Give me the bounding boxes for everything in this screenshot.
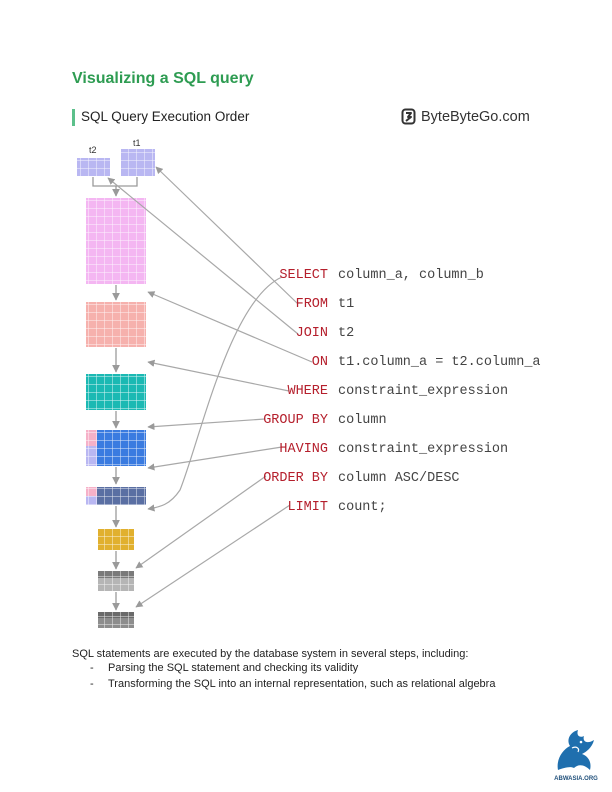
figure-title: SQL Query Execution Order — [81, 109, 250, 124]
connector-order-by — [135, 475, 267, 569]
table-order-by-result — [98, 571, 134, 591]
bullet-list: - Parsing the SQL statement and checking… — [90, 662, 495, 694]
clause-keyword: GROUP BY — [263, 413, 328, 428]
clause-keyword: ON — [312, 355, 328, 370]
clause-argument: column_a, column_b — [338, 268, 484, 283]
sql-clauses: SELECT column_a, column_b FROM t1 JOIN t… — [263, 268, 540, 515]
connector-group-by — [147, 418, 266, 431]
table-group-by-result — [86, 430, 146, 466]
table-joined — [86, 198, 146, 284]
clause-argument: t1.column_a = t2.column_a — [338, 355, 541, 370]
table-on-result — [86, 302, 146, 347]
clause-keyword: ORDER BY — [263, 471, 328, 486]
brand-text: ByteByteGo.com — [421, 108, 530, 125]
t2-label: t2 — [89, 145, 97, 155]
sql-execution-diagram: t2 t1 — [77, 138, 541, 628]
figure-title-accent — [72, 109, 75, 126]
bytebytego-logo-icon — [401, 108, 416, 125]
clause-argument: constraint_expression — [338, 384, 508, 399]
bullet-text: Transforming the SQL into an internal re… — [108, 678, 496, 690]
bullet-marker: - — [90, 662, 94, 674]
connector-select — [147, 276, 283, 512]
connector-having — [147, 446, 283, 471]
t1-label: t1 — [133, 138, 141, 148]
connector-join — [107, 177, 299, 335]
clause-keyword: LIMIT — [287, 500, 328, 515]
connector-from — [155, 166, 299, 305]
table-limit-result — [98, 612, 134, 628]
bullet-marker: - — [90, 678, 94, 690]
table-where-result — [86, 374, 146, 410]
table-having-result — [86, 487, 146, 505]
abwasia-dragon-logo: ABWASIA.ORG — [554, 730, 598, 782]
table-select-result — [98, 529, 134, 550]
clause-argument: t2 — [338, 326, 354, 341]
clause-argument: column — [338, 413, 387, 428]
clause-keyword: WHERE — [287, 384, 328, 399]
clause-argument: column ASC/DESC — [338, 471, 460, 486]
clause-argument: constraint_expression — [338, 442, 508, 457]
bullet-text: Parsing the SQL statement and checking i… — [108, 662, 359, 674]
brand: ByteByteGo.com — [401, 108, 530, 125]
clause-argument: count; — [338, 500, 387, 515]
clause-keyword: FROM — [296, 297, 328, 312]
list-item: - Parsing the SQL statement and checking… — [90, 662, 495, 678]
clause-keyword: JOIN — [296, 326, 328, 341]
clause-argument: t1 — [338, 297, 354, 312]
logo-text: ABWASIA.ORG — [554, 776, 598, 782]
connector-limit — [135, 504, 291, 608]
clause-keyword: SELECT — [279, 268, 328, 283]
list-item: - Transforming the SQL into an internal … — [90, 678, 495, 694]
table-t1 — [121, 149, 155, 176]
body-intro: SQL statements are executed by the datab… — [72, 648, 469, 660]
connector-where — [147, 359, 290, 392]
clause-keyword: HAVING — [279, 442, 328, 457]
page-heading: Visualizing a SQL query — [72, 70, 254, 87]
connector-on — [147, 291, 313, 363]
table-t2 — [77, 158, 110, 176]
